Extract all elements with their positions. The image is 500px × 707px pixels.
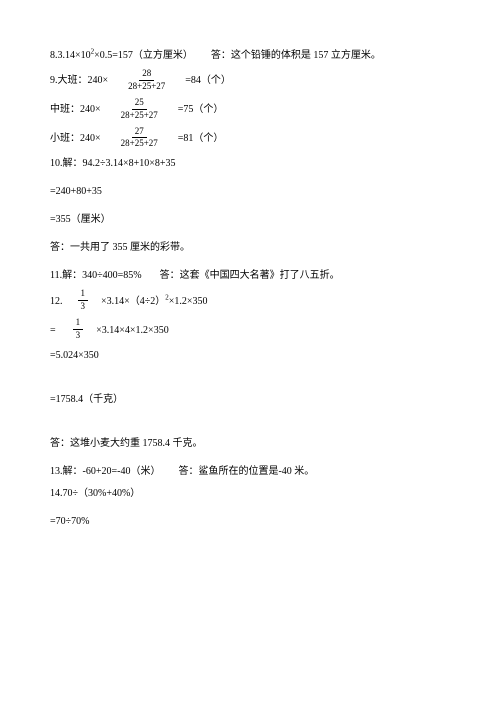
- p12-line2-post: ×3.14×4×1.2×350: [96, 323, 169, 339]
- problem-12-line4: =1758.4（千克）: [50, 392, 450, 408]
- fraction-numerator: 1: [73, 318, 84, 330]
- fraction: 28 28+25+27: [125, 69, 168, 92]
- fraction-denominator: 3: [73, 330, 84, 341]
- p9-mid-suffix: =75（个）: [178, 102, 224, 118]
- fraction-numerator: 1: [78, 289, 89, 301]
- fraction-denominator: 28+25+27: [118, 138, 161, 149]
- problem-13-answer: 答：鲨鱼所在的位置是-40 米。: [178, 464, 314, 480]
- p9-mid-prefix: 中班：240×: [50, 102, 101, 118]
- problem-12-answer: 答：这堆小麦大约重 1758.4 千克。: [50, 436, 450, 452]
- p12-line1-post: ×3.14×（4÷2）2×1.2×350: [101, 294, 208, 310]
- problem-10-line3: =355（厘米）: [50, 212, 450, 228]
- fraction: 25 28+25+27: [118, 98, 161, 121]
- problem-13-line: 13.解：-60+20=-40（米） 答：鲨鱼所在的位置是-40 米。: [50, 464, 450, 480]
- p9-small-suffix: =81（个）: [178, 131, 224, 147]
- fraction-denominator: 28+25+27: [125, 81, 168, 92]
- problem-8-answer: 答：这个铅锤的体积是 157 立方厘米。: [211, 48, 381, 64]
- problem-12-line3: =5.024×350: [50, 348, 450, 364]
- problem-11-line: 11.解：340÷400=85% 答：这套《中国四大名著》打了八五折。: [50, 268, 450, 284]
- fraction: 1 3: [78, 289, 89, 312]
- problem-11-answer: 答：这套《中国四大名著》打了八五折。: [160, 268, 340, 284]
- problem-10-answer: 答：一共用了 355 厘米的彩带。: [50, 240, 450, 256]
- fraction: 27 28+25+27: [118, 127, 161, 150]
- p12-line2-pre: =: [50, 323, 56, 339]
- fraction-denominator: 28+25+27: [118, 110, 161, 121]
- problem-10-line1: 10.解：94.2÷3.14×8+10×8+35: [50, 156, 450, 172]
- fraction-numerator: 27: [132, 127, 147, 139]
- fraction-denominator: 3: [78, 301, 89, 312]
- p9-small-prefix: 小班：240×: [50, 131, 101, 147]
- problem-13-expr: 13.解：-60+20=-40（米）: [50, 464, 160, 480]
- p12-line1-pre: 12.: [50, 294, 63, 310]
- fraction-numerator: 25: [132, 98, 147, 110]
- document-page: 8.3.14×102×0.5=157（立方厘米） 答：这个铅锤的体积是 157 …: [0, 0, 500, 576]
- problem-14-line1: 14.70÷（30%+40%）: [50, 486, 450, 502]
- fraction: 1 3: [73, 318, 84, 341]
- problem-8-line: 8.3.14×102×0.5=157（立方厘米） 答：这个铅锤的体积是 157 …: [50, 48, 450, 64]
- problem-9-big: 9.大班：240× 28 28+25+27 =84（个）: [50, 70, 450, 93]
- problem-10-line2: =240+80+35: [50, 184, 450, 200]
- p9-big-suffix: =84（个）: [185, 73, 231, 89]
- problem-12-line1: 12. 1 3 ×3.14×（4÷2）2×1.2×350: [50, 290, 450, 313]
- p9-big-prefix: 9.大班：240×: [50, 73, 108, 89]
- fraction-numerator: 28: [139, 69, 154, 81]
- problem-12-line2: = 1 3 ×3.14×4×1.2×350: [50, 319, 450, 342]
- problem-11-expr: 11.解：340÷400=85%: [50, 268, 142, 284]
- problem-14-line2: =70÷70%: [50, 514, 450, 530]
- problem-9-small: 小班：240× 27 28+25+27 =81（个）: [50, 128, 450, 151]
- problem-8-expr: 8.3.14×102×0.5=157（立方厘米）: [50, 48, 193, 64]
- problem-9-mid: 中班：240× 25 28+25+27 =75（个）: [50, 99, 450, 122]
